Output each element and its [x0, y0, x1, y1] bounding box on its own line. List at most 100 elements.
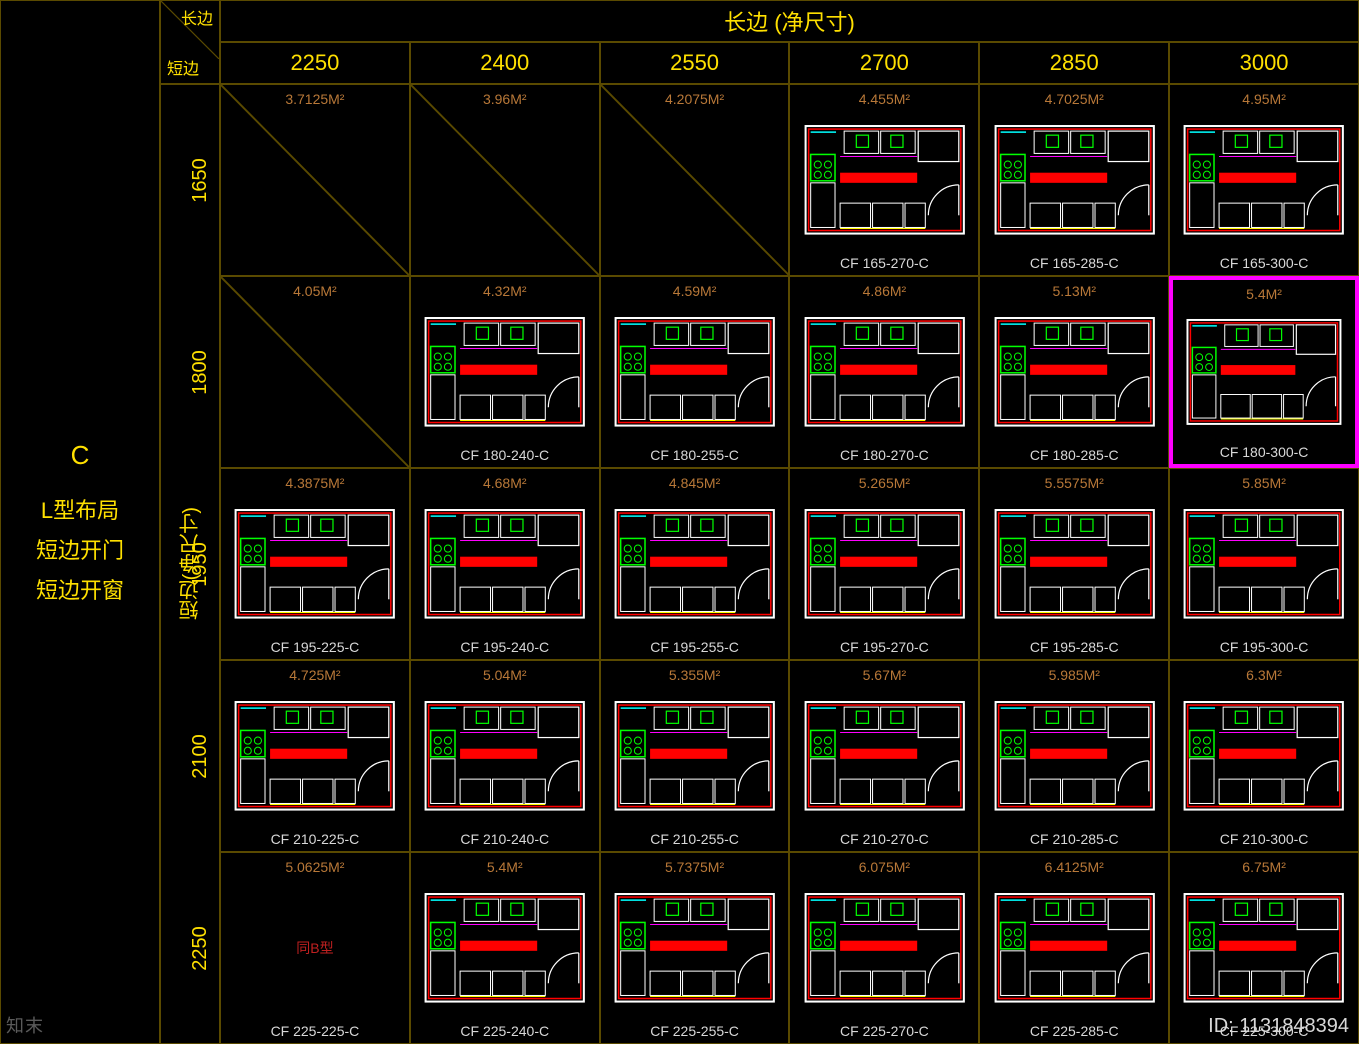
plan-cell: 5.4M² CF 225-240-C — [410, 852, 600, 1044]
plan-cell: 4.95M² CF 165-300-C — [1169, 84, 1359, 276]
cell-plan-thumbnail — [802, 892, 967, 1004]
cell-area: 6.4125M² — [1045, 859, 1104, 875]
cell-area: 5.7375M² — [665, 859, 724, 875]
watermark-id: ID: 1131848394 — [1208, 1015, 1349, 1038]
cell-plan-thumbnail — [802, 700, 967, 812]
cell-area: 4.455M² — [859, 91, 910, 107]
cell-code: CF 180-255-C — [650, 447, 739, 463]
plan-cell: 4.455M² CF 165-270-C — [789, 84, 979, 276]
col-header: 2850 — [979, 42, 1169, 84]
col-header: 2250 — [220, 42, 410, 84]
plan-cell: 4.59M² CF 180-255-C — [600, 276, 790, 468]
cell-code: CF 225-255-C — [650, 1023, 739, 1039]
cell-area: 5.355M² — [669, 667, 720, 683]
short-axis-header: 短边(净尺寸) — [160, 84, 220, 1044]
plan-cell: 5.355M² CF 210-255-C — [600, 660, 790, 852]
col-header: 2700 — [789, 42, 979, 84]
cell-area: 5.985M² — [1049, 667, 1100, 683]
layout-matrix-grid: C L型布局 短边开门 短边开窗 长边 短边 长边 (净尺寸) 2250 240… — [0, 0, 1359, 1044]
plan-cell: 4.86M² CF 180-270-C — [789, 276, 979, 468]
plan-cell: 3.96M² — [410, 84, 600, 276]
plan-cell: 5.265M² CF 195-270-C — [789, 468, 979, 660]
watermark-logo: 知末 — [6, 1012, 44, 1038]
layout-desc-line: L型布局 — [41, 493, 119, 525]
plan-cell: 4.845M² CF 195-255-C — [600, 468, 790, 660]
cell-plan-thumbnail — [1181, 124, 1346, 236]
cell-plan-thumbnail — [1181, 700, 1346, 812]
cell-area: 6.75M² — [1242, 859, 1286, 875]
corner-short-label: 短边 — [167, 55, 199, 79]
cell-plan-thumbnail — [422, 892, 587, 1004]
cell-plan-thumbnail — [992, 700, 1157, 812]
plan-cell: 4.68M² CF 195-240-C — [410, 468, 600, 660]
cell-area: 4.86M² — [863, 283, 907, 299]
plan-cell: 3.7125M² — [220, 84, 410, 276]
cell-code: CF 195-300-C — [1220, 639, 1309, 655]
cell-plan-thumbnail — [422, 700, 587, 812]
cell-area: 5.265M² — [859, 475, 910, 491]
layout-type-code: C — [71, 440, 90, 471]
cell-plan-thumbnail — [992, 508, 1157, 620]
col-header: 2400 — [410, 42, 600, 84]
plan-cell: 6.3M² CF 210-300-C — [1169, 660, 1359, 852]
corner-long-label: 长边 — [181, 5, 213, 29]
plan-cell: 4.725M² CF 210-225-C — [220, 660, 410, 852]
cell-area: 4.32M² — [483, 283, 527, 299]
cell-area: 6.075M² — [859, 859, 910, 875]
cell-special-note: 同B型 — [296, 938, 333, 958]
left-title-panel: C L型布局 短边开门 短边开窗 — [0, 0, 160, 1044]
cell-code: CF 210-255-C — [650, 831, 739, 847]
col-header: 2550 — [600, 42, 790, 84]
layout-desc-line: 短边开门 — [36, 533, 124, 565]
cell-code: CF 195-255-C — [650, 639, 739, 655]
cell-plan-thumbnail — [802, 124, 967, 236]
cell-plan-thumbnail — [612, 892, 777, 1004]
plan-cell: 5.13M² CF 180-285-C — [979, 276, 1169, 468]
cell-code: CF 195-270-C — [840, 639, 929, 655]
cell-code: CF 180-270-C — [840, 447, 929, 463]
cell-code: CF 225-270-C — [840, 1023, 929, 1039]
cell-plan-thumbnail — [422, 508, 587, 620]
layout-desc-line: 短边开窗 — [36, 573, 124, 605]
cell-plan-thumbnail — [232, 508, 397, 620]
cell-code: CF 225-285-C — [1030, 1023, 1119, 1039]
cell-plan-thumbnail — [992, 892, 1157, 1004]
cell-code: CF 195-285-C — [1030, 639, 1119, 655]
plan-cell: 4.05M² — [220, 276, 410, 468]
plan-cell: 5.85M² CF 195-300-C — [1169, 468, 1359, 660]
cell-plan-thumbnail — [612, 316, 777, 428]
cell-area: 5.4M² — [487, 859, 523, 875]
cell-code: CF 225-240-C — [460, 1023, 549, 1039]
plan-cell: 4.2075M² — [600, 84, 790, 276]
axis-corner: 长边 短边 — [160, 0, 220, 84]
cell-area: 4.7025M² — [1045, 91, 1104, 107]
cell-code: CF 180-240-C — [460, 447, 549, 463]
cell-code: CF 195-225-C — [271, 639, 360, 655]
cell-area: 4.725M² — [289, 667, 340, 683]
cell-plan-thumbnail — [612, 508, 777, 620]
short-axis-title: 短边(净尺寸) — [176, 507, 205, 620]
cell-area: 4.845M² — [669, 475, 720, 491]
plan-cell: 4.7025M² CF 165-285-C — [979, 84, 1169, 276]
cell-plan-thumbnail: 同B型 — [232, 892, 397, 1004]
plan-cell: 6.4125M² CF 225-285-C — [979, 852, 1169, 1044]
cell-plan-thumbnail — [1181, 508, 1346, 620]
col-header: 3000 — [1169, 42, 1359, 84]
plan-cell: 5.04M² CF 210-240-C — [410, 660, 600, 852]
plan-cell: 5.7375M² CF 225-255-C — [600, 852, 790, 1044]
cell-code: CF 210-300-C — [1220, 831, 1309, 847]
cell-area: 5.5575M² — [1045, 475, 1104, 491]
cell-code: CF 210-240-C — [460, 831, 549, 847]
cell-area: 5.13M² — [1052, 283, 1096, 299]
cell-area: 5.67M² — [863, 667, 907, 683]
plan-cell: 5.0625M²同B型CF 225-225-C — [220, 852, 410, 1044]
cell-plan-thumbnail — [422, 316, 587, 428]
plan-cell: 5.67M² CF 210-270-C — [789, 660, 979, 852]
cell-plan-thumbnail — [992, 316, 1157, 428]
cell-area: 4.3875M² — [285, 475, 344, 491]
cell-code: CF 225-225-C — [271, 1023, 360, 1039]
cell-plan-thumbnail — [612, 700, 777, 812]
cell-code: CF 210-270-C — [840, 831, 929, 847]
cell-plan-thumbnail — [992, 124, 1157, 236]
cell-area: 4.68M² — [483, 475, 527, 491]
